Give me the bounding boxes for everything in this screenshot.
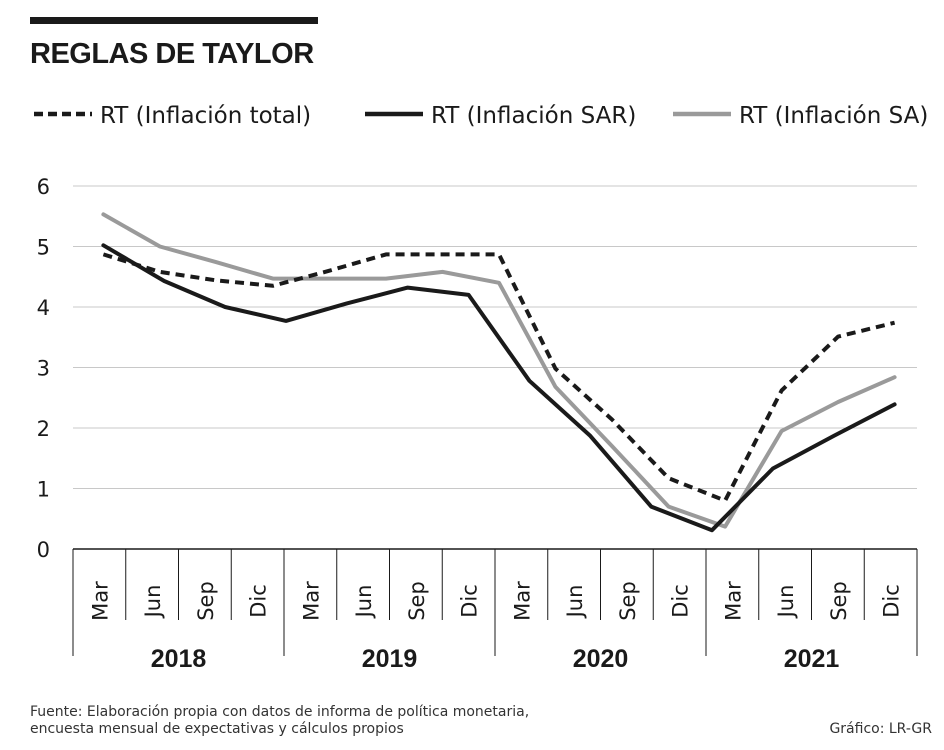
source-note: Fuente: Elaboración propia con datos de … <box>30 704 529 738</box>
source-line-2: encuesta mensual de expectativas y cálcu… <box>30 721 404 737</box>
legend-label: RT (Inflación SAR) <box>431 103 636 129</box>
legend-label: RT (Inflación total) <box>100 103 311 129</box>
y-tick-label: 0 <box>37 538 50 562</box>
chart-title: REGLAS DE TAYLOR <box>30 38 314 70</box>
x-tick-label: Jun <box>352 585 376 620</box>
legend-label: RT (Inflación SA) <box>739 103 928 129</box>
year-label: 2020 <box>573 645 629 673</box>
x-tick-label: Mar <box>299 581 323 621</box>
source-line-1: Fuente: Elaboración propia con datos de … <box>30 704 530 720</box>
line-chart: RT (Inflación total) RT (Inflación SAR) RT… <box>34 103 928 673</box>
year-label: 2019 <box>362 645 418 673</box>
year-label: 2018 <box>151 645 207 673</box>
x-tick-label: Mar <box>510 581 534 621</box>
title-bar-decoration <box>30 17 318 24</box>
y-tick-label: 2 <box>37 417 50 441</box>
x-tick-label: Sep <box>616 581 640 621</box>
year-label: 2021 <box>784 645 840 673</box>
x-tick-label: Mar <box>88 581 112 621</box>
x-tick-label: Mar <box>721 581 745 621</box>
series-line <box>101 212 897 529</box>
x-tick-label: Sep <box>827 581 851 621</box>
chart-credit: Gráfico: LR-GR <box>829 721 932 737</box>
x-tick-label: Dic <box>669 584 693 618</box>
x-tick-label: Jun <box>141 585 165 620</box>
series-line <box>101 243 897 533</box>
x-tick-label: Dic <box>458 584 482 618</box>
x-tick-label: Sep <box>194 581 218 621</box>
y-tick-label: 6 <box>37 175 50 199</box>
y-tick-label: 4 <box>37 296 50 320</box>
x-tick-label: Sep <box>405 581 429 621</box>
y-tick-label: 5 <box>37 236 50 260</box>
legend: RT (Inflación total) RT (Inflación SAR) RT… <box>34 103 928 129</box>
x-tick-label: Jun <box>774 585 798 620</box>
x-tick-label: Jun <box>563 585 587 620</box>
y-tick-label: 3 <box>37 357 50 381</box>
y-tick-label: 1 <box>37 478 50 502</box>
x-tick-label: Dic <box>880 584 904 618</box>
x-tick-label: Dic <box>247 584 271 618</box>
series-line <box>102 252 896 503</box>
